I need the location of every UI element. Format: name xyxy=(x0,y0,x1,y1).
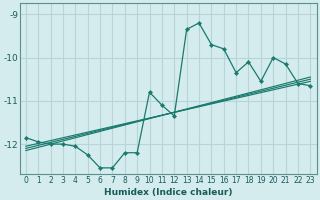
X-axis label: Humidex (Indice chaleur): Humidex (Indice chaleur) xyxy=(104,188,232,197)
